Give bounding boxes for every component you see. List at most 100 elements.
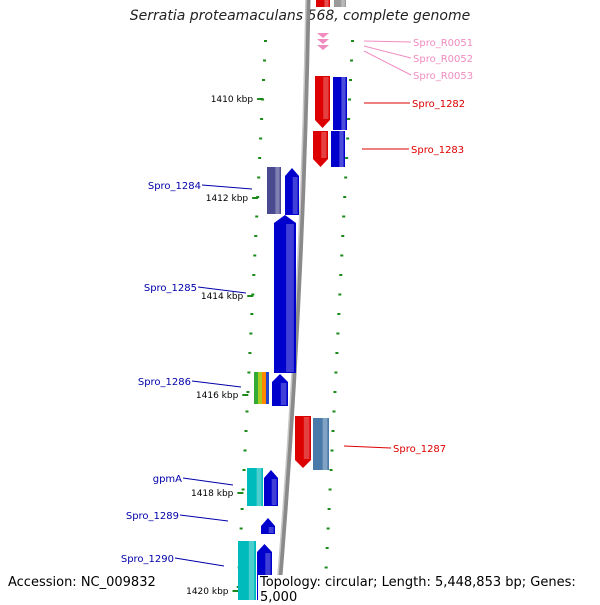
guide-tick-inner (260, 118, 264, 120)
guide-tick-inner (249, 332, 253, 335)
gene-spro-1290-cyan-shade (248, 541, 255, 600)
guide-tick-outer (340, 254, 344, 257)
guide-tick-inner (250, 313, 254, 315)
guide-tick-inner (239, 527, 243, 530)
label-spro-r0052-leader (363, 45, 412, 59)
gene-spro-1286-green (254, 372, 258, 404)
label-spro-1287-leader (343, 445, 392, 449)
guide-tick-outer (325, 547, 329, 549)
label-spro-r0051: Spro_R0051 (413, 38, 473, 49)
guide-tick-outer (337, 313, 341, 315)
guide-tick-outer (349, 79, 353, 81)
guide-tick-inner (244, 430, 248, 432)
gene-gpma-cyan-shade (256, 468, 262, 506)
guide-tick-inner (255, 215, 259, 218)
label-spro-1284: Spro_1284 (148, 181, 201, 192)
guide-tick-outer (331, 430, 335, 432)
guide-tick-outer (346, 137, 350, 140)
guide-tick-outer (341, 235, 345, 237)
backbone-arc (275, 0, 311, 600)
gene-spro-1283-shade (321, 132, 327, 158)
gene-spro-1287-shade (303, 417, 310, 459)
guide-tick-outer (330, 449, 334, 452)
guide-tick-inner (262, 79, 266, 81)
partial-gene-top-red (316, 0, 330, 7)
gene-spro-1289-shade (268, 527, 274, 533)
gene-blue-track-1-shade (341, 77, 346, 130)
guide-tick-outer (347, 118, 351, 120)
guide-tick-outer (344, 176, 348, 179)
guide-tick-inner (259, 137, 263, 140)
guide-tick-inner (246, 391, 250, 393)
guide-tick-outer (345, 157, 349, 159)
guide-tick-outer (336, 332, 340, 335)
label-spro-1284-leader (201, 184, 253, 190)
guide-tick-outer (329, 469, 333, 471)
label-spro-1286: Spro_1286 (138, 377, 191, 388)
rrna-chevron (317, 39, 329, 44)
rrna-chevron (317, 33, 329, 38)
gene-spro-1286-lime (258, 372, 262, 404)
label-spro-1290: Spro_1290 (121, 554, 174, 565)
gene-spro-1286-shade (280, 383, 287, 405)
label-spro-r0051-leader (363, 40, 412, 43)
gene-spro-1286-blue (266, 372, 269, 404)
gene-gpma (264, 470, 278, 506)
gene-spro-1286-orange (262, 372, 266, 404)
tick-label: 1416 kbp (196, 391, 239, 401)
guide-tick-inner (264, 40, 267, 42)
partial-gene-top-red-shade (324, 0, 329, 7)
guide-tick-inner (241, 488, 245, 491)
guide-tick-outer (350, 59, 354, 62)
rrna-chevron (317, 45, 329, 50)
genome-summary-text: Topology: circular; Length: 5,448,853 bp… (258, 575, 600, 605)
major-tick (252, 197, 259, 199)
guide-tick-outer (351, 40, 354, 42)
gene-gpma-shade (271, 479, 277, 505)
tick-label: 1412 kbp (206, 194, 249, 204)
gene-spro-1282-shade (323, 77, 329, 119)
guide-tick-outer (333, 391, 337, 393)
gene-spro-1285-shade (286, 224, 294, 372)
gene-spro-1287-steelblue (313, 418, 329, 470)
label-spro-1290-leader (174, 557, 225, 567)
guide-tick-inner (253, 254, 257, 257)
guide-tick-outer (348, 98, 352, 101)
tick-label: 1414 kbp (201, 292, 244, 302)
guide-tick-outer (328, 488, 332, 491)
guide-tick-outer (326, 527, 330, 530)
gene-spro-1286 (272, 374, 288, 406)
tick-label: 1420 kbp (186, 587, 229, 597)
guide-tick-inner (257, 176, 261, 179)
partial-gene-top-gray (334, 0, 346, 7)
label-spro-r0053: Spro_R0053 (413, 71, 473, 82)
guide-tick-outer (342, 215, 346, 218)
guide-tick-inner (243, 449, 247, 452)
gene-spro-1287-steelblue-shade (322, 418, 328, 470)
major-tick (237, 492, 244, 494)
label-gpma-leader (182, 477, 234, 486)
gene-spro-1290-cyan (238, 541, 256, 600)
label-spro-1289-leader (179, 514, 229, 522)
gene-blue-track-2 (331, 131, 345, 167)
guide-tick-outer (343, 196, 347, 198)
label-spro-1282: Spro_1282 (412, 99, 465, 110)
label-spro-1285-leader (197, 286, 247, 294)
gene-spro-1283 (313, 131, 328, 167)
gene-spro-1285 (274, 215, 296, 373)
guide-tick-inner (248, 352, 252, 354)
major-tick (242, 394, 249, 396)
guide-tick-inner (240, 508, 244, 510)
tick-label: 1418 kbp (191, 489, 234, 499)
guide-tick-outer (339, 274, 343, 276)
gene-spro-1289 (261, 518, 275, 534)
tick-label: 1410 kbp (211, 95, 254, 105)
label-spro-1287: Spro_1287 (393, 444, 446, 455)
major-tick (257, 98, 264, 100)
guide-tick-inner (258, 157, 262, 159)
guide-tick-outer (338, 293, 342, 296)
label-spro-1289: Spro_1289 (126, 511, 179, 522)
label-spro-r0053-leader (363, 50, 412, 76)
label-spro-1286-leader (191, 380, 242, 388)
